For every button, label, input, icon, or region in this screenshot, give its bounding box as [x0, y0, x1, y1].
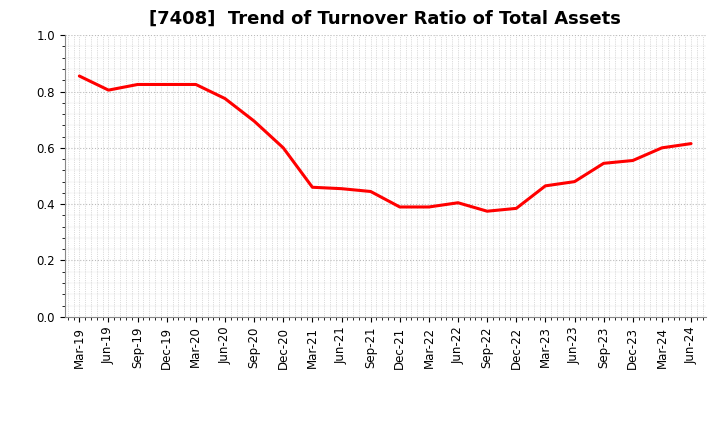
Title: [7408]  Trend of Turnover Ratio of Total Assets: [7408] Trend of Turnover Ratio of Total …: [149, 10, 621, 28]
